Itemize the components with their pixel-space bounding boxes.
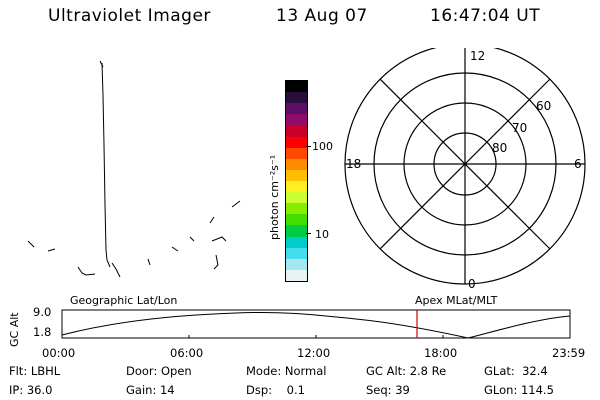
status-glat: GLat: 32.4 bbox=[484, 364, 548, 378]
orbit-plot-frame bbox=[61, 309, 571, 339]
coastline-segment bbox=[189, 236, 195, 242]
x-tick-label: 00:00 bbox=[42, 346, 76, 360]
lat-label-80: 80 bbox=[492, 141, 507, 155]
colorbar-swatch bbox=[286, 236, 307, 248]
altitude-curve bbox=[61, 311, 571, 339]
geographic-title: Geographic Lat/Lon bbox=[70, 294, 178, 307]
coastline-segment bbox=[171, 246, 179, 252]
mlt-label-bottom: 0 bbox=[468, 277, 476, 291]
coastline-segment bbox=[209, 216, 215, 224]
colorbar-swatch bbox=[286, 269, 307, 281]
colorbar-unit-label: photon cm⁻²s⁻¹ bbox=[268, 154, 281, 240]
colorbar-swatch bbox=[286, 180, 307, 193]
x-tick-label: 23:59 bbox=[552, 346, 586, 360]
status-flt: Flt: LBHL bbox=[9, 364, 61, 378]
status-dsp: Dsp: 0.1 bbox=[246, 383, 305, 397]
colorbar-swatch bbox=[286, 92, 307, 104]
polar-plot: 12 18 6 0 60 70 80 bbox=[344, 48, 586, 291]
status-glon: GLon: 114.5 bbox=[484, 383, 554, 397]
apex-title: Apex MLat/MLT bbox=[415, 294, 498, 307]
mlt-diagonal bbox=[379, 78, 551, 250]
x-tick-label: 12:00 bbox=[297, 346, 331, 360]
colorbar-swatch bbox=[286, 225, 307, 237]
x-tick-label: 06:00 bbox=[170, 346, 204, 360]
colorbar-swatch bbox=[286, 169, 307, 181]
colorbar-swatch bbox=[286, 81, 307, 93]
coastline-segment bbox=[231, 200, 241, 208]
status-mode: Mode: Normal bbox=[246, 364, 327, 378]
coastline-segment bbox=[111, 262, 121, 278]
colorbar-tick bbox=[306, 233, 311, 234]
colorbar-tick-label: 10 bbox=[315, 228, 329, 241]
colorbar-tick-label: 100 bbox=[312, 140, 333, 153]
colorbar-swatch bbox=[286, 136, 307, 148]
colorbar-swatch bbox=[286, 203, 307, 215]
coastline-segment bbox=[147, 258, 151, 266]
coastline-segment bbox=[213, 254, 219, 270]
colorbar-swatch bbox=[286, 158, 307, 170]
orbit-altitude-plot bbox=[61, 309, 571, 339]
colorbar-tick bbox=[306, 146, 311, 147]
coastline-segment bbox=[47, 248, 56, 252]
instrument-title: Ultraviolet Imager bbox=[48, 6, 211, 26]
coastline-segment bbox=[211, 236, 227, 242]
lat-label-60: 60 bbox=[536, 99, 551, 113]
colorbar-swatch bbox=[286, 114, 307, 126]
colorbar-swatch bbox=[286, 103, 307, 115]
lat-label-70: 70 bbox=[512, 121, 527, 135]
coastline-segment bbox=[99, 60, 104, 68]
mlt-label-left: 18 bbox=[346, 157, 361, 171]
x-tick-label: 18:00 bbox=[424, 346, 458, 360]
color-scale-bar bbox=[285, 80, 308, 282]
colorbar-swatch bbox=[286, 192, 307, 204]
status-seq: Seq: 39 bbox=[366, 383, 410, 397]
colorbar-swatch bbox=[286, 214, 307, 226]
mlt-label-right: 6 bbox=[574, 157, 582, 171]
colorbar-swatch bbox=[286, 147, 307, 159]
status-ip: IP: 36.0 bbox=[9, 383, 53, 397]
colorbar-swatch bbox=[286, 247, 307, 259]
status-gc-alt: GC Alt: 2.8 Re bbox=[366, 364, 447, 378]
time-label: 16:47:04 UT bbox=[430, 6, 541, 26]
coastline-segment bbox=[77, 266, 96, 276]
date-label: 13 Aug 07 bbox=[276, 6, 368, 26]
orbit-y-tick-top: 9.0 bbox=[33, 305, 52, 319]
status-door: Door: Open bbox=[126, 364, 192, 378]
colorbar-swatch bbox=[286, 125, 307, 137]
coastline-segment bbox=[101, 62, 111, 268]
geographic-map bbox=[27, 60, 241, 278]
mlt-label-top: 12 bbox=[470, 49, 485, 63]
colorbar-swatch bbox=[286, 258, 307, 270]
orbit-y-axis-label: GC Alt bbox=[8, 312, 21, 347]
status-gain: Gain: 14 bbox=[126, 383, 175, 397]
coastline-segment bbox=[27, 240, 35, 248]
orbit-y-tick-bottom: 1.8 bbox=[33, 325, 52, 339]
